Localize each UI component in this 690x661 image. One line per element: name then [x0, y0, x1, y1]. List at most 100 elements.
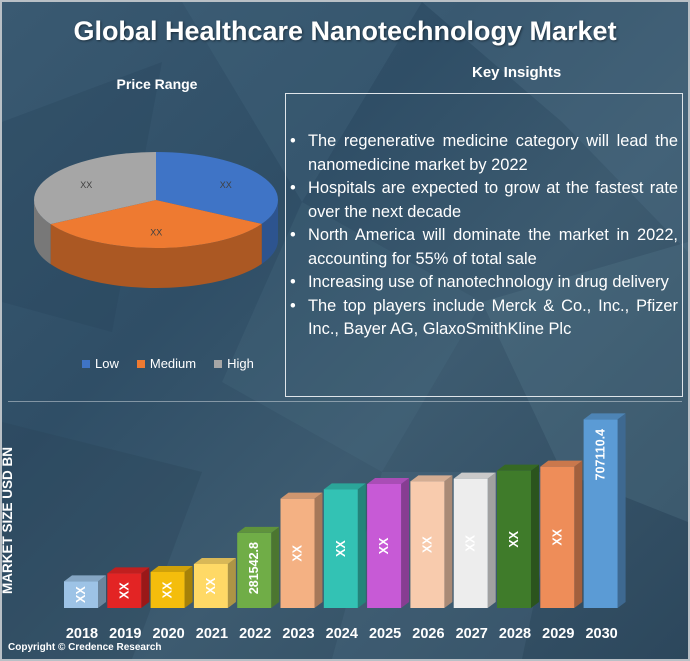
bar-side: [574, 460, 583, 608]
bar-data-label-2025: XX: [377, 537, 391, 554]
bar-top: [540, 460, 583, 467]
bar-front: [237, 532, 272, 608]
bar-side: [617, 413, 626, 608]
bar-top: [323, 483, 366, 490]
bar-side: [227, 558, 236, 608]
copyright-text: Copyright © Credence Research: [8, 642, 162, 653]
bar-top: [280, 492, 323, 499]
bar-side: [271, 526, 280, 608]
bar-2021: [193, 558, 236, 608]
x-tick-label-2023: 2023: [282, 626, 314, 642]
bar-front: [64, 581, 98, 608]
bar-top: [410, 475, 453, 482]
bar-data-label-2029: XX: [550, 528, 564, 545]
pie-chart: XX XX XX: [34, 152, 278, 288]
bar-data-label-2026: XX: [420, 536, 434, 553]
bar-top: [107, 567, 150, 574]
bar-side: [141, 567, 150, 608]
bar-side: [444, 475, 453, 608]
bar-2018: [64, 575, 106, 608]
bar-data-label-2019: XX: [117, 582, 131, 599]
bar-top: [453, 472, 496, 479]
bar-top: [193, 558, 236, 564]
x-tick-label-2029: 2029: [542, 626, 574, 642]
legend-item-high: High: [214, 356, 254, 371]
pie-slice-medium: [50, 200, 262, 248]
x-tick-label-2027: 2027: [456, 626, 488, 642]
bar-side: [487, 472, 496, 608]
bar-2020: [150, 566, 193, 608]
bar-front: [583, 419, 618, 608]
bar-data-label-2018: XX: [74, 586, 88, 603]
bar-2024: [323, 483, 366, 608]
bar-2026: [410, 475, 453, 608]
bar-2030: [583, 413, 626, 608]
bar-front: [193, 564, 228, 608]
bar-chart: XX 2018 XX 2019 XX 2020 XX 2021 281542.8 2022 XX 20…: [64, 413, 626, 642]
bar-front: [107, 573, 142, 608]
bar-2022: [237, 526, 280, 608]
bar-front: [497, 470, 531, 608]
x-tick-label-2025: 2025: [369, 626, 401, 642]
insight-item: Hospitals are expected to grow at the fa…: [286, 177, 678, 224]
legend-label-high: High: [227, 356, 254, 371]
bar-top: [367, 478, 410, 484]
pie-data-label-low: XX: [220, 180, 232, 190]
bar-front: [367, 484, 402, 608]
bar-data-label-2021: XX: [204, 577, 218, 594]
legend-label-medium: Medium: [149, 356, 197, 371]
pie-chart-title: Price Range: [116, 76, 198, 92]
section-divider: [8, 401, 682, 402]
pie-slice-low: [156, 152, 278, 224]
bar-front: [540, 466, 575, 608]
page-title: Global Healthcare Nanotechnology Market: [73, 16, 617, 46]
bar-top: [64, 575, 106, 582]
bar-data-label-2022: 281542.8: [247, 542, 261, 594]
bar-front: [453, 478, 488, 608]
bar-data-label-2020: XX: [161, 581, 175, 598]
bar-top: [150, 566, 193, 572]
bar-front: [150, 572, 185, 608]
pie-slice-side-medium: [50, 223, 262, 288]
insight-item: North America will dominate the market i…: [286, 224, 678, 271]
x-tick-label-2024: 2024: [326, 626, 358, 642]
bar-top: [237, 526, 280, 533]
bar-2027: [453, 472, 496, 608]
bar-data-label-2024: XX: [334, 540, 348, 557]
x-tick-label-2028: 2028: [499, 626, 531, 642]
x-tick-label-2026: 2026: [412, 626, 444, 642]
bar-top: [583, 413, 626, 420]
bar-side: [184, 566, 193, 608]
legend-swatch-low: [82, 359, 90, 368]
insights-title: Key Insights: [472, 64, 562, 81]
bar-2023: [280, 492, 323, 608]
bar-side: [314, 492, 323, 608]
bar-top: [497, 464, 539, 471]
bar-2029: [540, 460, 583, 608]
x-tick-label-2022: 2022: [239, 626, 271, 642]
legend-swatch-high: [214, 359, 223, 368]
legend-item-medium: Medium: [136, 356, 197, 371]
bar-side: [357, 483, 366, 608]
x-tick-label-2019: 2019: [109, 626, 141, 642]
bar-front: [280, 498, 315, 608]
pie-slice-side-low: [261, 200, 278, 264]
x-tick-label-2020: 2020: [152, 626, 184, 642]
x-tick-label-2021: 2021: [196, 626, 228, 642]
insight-item: The regenerative medicine category will …: [286, 130, 678, 177]
pie-slice-side-high: [34, 200, 51, 265]
bar-2028: [497, 464, 539, 608]
x-tick-label-2030: 2030: [585, 626, 617, 642]
x-tick-label-2018: 2018: [66, 626, 98, 642]
bar-front: [323, 489, 358, 608]
bar-side: [401, 478, 410, 608]
legend-item-low: Low: [82, 356, 119, 371]
bar-data-label-2030: 707110.4: [594, 429, 608, 480]
bar-data-label-2028: XX: [507, 530, 521, 547]
insights-list: The regenerative medicine category will …: [286, 94, 682, 342]
pie-data-label-medium: XX: [150, 228, 162, 238]
legend-label-low: Low: [95, 356, 119, 371]
insight-item: Increasing use of nanotechnology in drug…: [286, 271, 678, 295]
bar-2025: [367, 478, 410, 608]
